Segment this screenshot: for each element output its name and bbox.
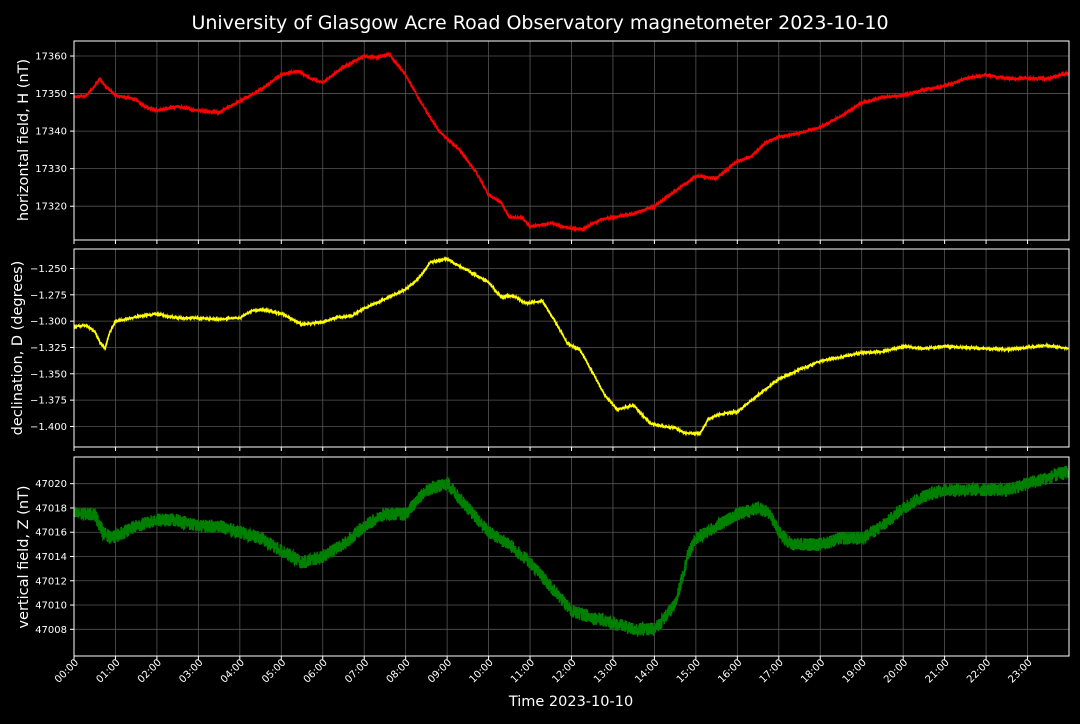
- y-tick-label: −1.350: [30, 369, 67, 380]
- y-tick-label: 17320: [35, 202, 67, 213]
- y-tick-label: 47014: [35, 552, 67, 563]
- series-line: [73, 465, 1069, 638]
- y-axis-label-z: vertical field, Z (nT): [16, 485, 32, 628]
- y-tick-label: −1.325: [30, 343, 67, 354]
- y-axis-label-h: horizontal field, H (nT): [16, 59, 32, 221]
- y-tick-label: 17360: [35, 52, 67, 63]
- series-line: [73, 51, 1069, 233]
- y-tick-label: 47012: [35, 576, 67, 587]
- x-axis-label: Time 2023-10-10: [508, 694, 633, 710]
- y-tick-label: 47016: [35, 528, 67, 539]
- y-tick-label: 47020: [35, 479, 67, 490]
- y-tick-label: −1.250: [30, 264, 67, 275]
- y-tick-label: −1.375: [30, 396, 67, 407]
- panel-horizontal-field: horizontal field, H (nT) 17320 17330 17340…: [16, 40, 1070, 244]
- y-tick-label: 17350: [35, 89, 67, 100]
- series-line: [73, 256, 1069, 437]
- y-tick-label: 47018: [35, 503, 67, 514]
- y-tick-label: 17330: [35, 164, 67, 175]
- chart-title: University of Glasgow Acre Road Observat…: [191, 12, 888, 34]
- panel-declination: declination, D (degrees) −1.400 −1.375 −1.…: [10, 248, 1070, 451]
- y-tick-label: −1.300: [30, 317, 67, 328]
- y-axis-label-d: declination, D (degrees): [10, 261, 26, 436]
- y-tick-label: 47008: [35, 625, 67, 636]
- y-tick-label: 47010: [35, 601, 67, 612]
- y-tick-label: 17340: [35, 127, 67, 138]
- y-tick-label: −1.400: [30, 422, 67, 433]
- y-tick-label: −1.275: [30, 290, 67, 301]
